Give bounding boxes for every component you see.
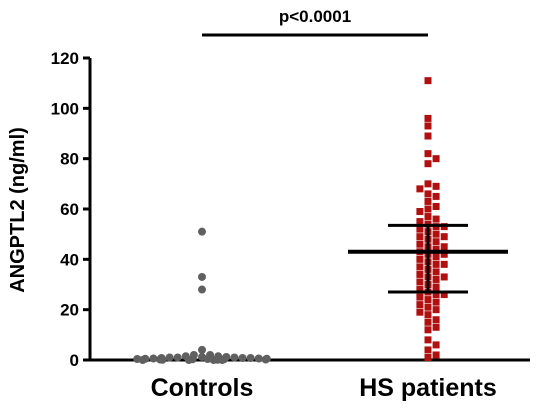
point-hs-patients-2 [425,122,432,129]
point-hs-patients-55 [416,294,423,301]
point-hs-patients-43 [433,268,440,275]
point-hs-patients-5 [433,155,440,162]
point-hs-patients-64 [425,319,432,326]
point-controls-15 [247,354,255,362]
point-controls-2 [198,286,206,294]
y-tick-label-0: 0 [70,351,79,370]
point-hs-patients-71 [425,354,432,361]
point-hs-patients-24 [433,231,440,238]
point-hs-patients-1 [425,115,432,122]
y-tick-label-20: 20 [60,301,79,320]
point-hs-patients-16 [425,213,432,220]
point-hs-patients-48 [416,278,423,285]
point-hs-patients-58 [416,301,423,308]
point-controls-31 [218,356,226,364]
point-controls-10 [174,353,182,361]
data-points [133,77,448,364]
point-hs-patients-57 [433,299,440,306]
point-hs-patients-61 [416,309,423,316]
point-hs-patients-31 [441,243,448,250]
point-hs-patients-8 [433,183,440,190]
point-hs-patients-50 [433,284,440,291]
point-hs-patients-15 [416,208,423,215]
point-hs-patients-10 [425,190,432,197]
point-hs-patients-0 [425,77,432,84]
point-hs-patients-36 [433,253,440,260]
point-hs-patients-17 [433,216,440,223]
point-hs-patients-46 [441,273,448,280]
point-controls-12 [166,353,174,361]
point-hs-patients-70 [433,351,440,358]
point-hs-patients-69 [425,346,432,353]
point-hs-patients-11 [433,193,440,200]
y-tick-label-60: 60 [60,200,79,219]
point-controls-16 [149,354,157,362]
point-controls-29 [210,356,218,364]
point-hs-patients-67 [425,336,432,343]
point-hs-patients-59 [425,304,432,311]
significance-bracket: p<0.0001 [202,7,428,35]
point-hs-patients-65 [433,324,440,331]
point-hs-patients-66 [425,326,432,333]
point-hs-patients-56 [425,296,432,303]
point-hs-patients-28 [433,238,440,245]
point-hs-patients-60 [433,306,440,313]
point-hs-patients-41 [416,263,423,270]
point-hs-patients-6 [425,160,432,167]
point-hs-patients-63 [433,316,440,323]
category-labels: Controls HS patients [151,374,497,402]
point-hs-patients-12 [425,198,432,205]
y-tick-label-120: 120 [51,49,79,68]
x-tick-label-hs-patients: HS patients [359,374,497,402]
point-controls-25 [262,355,270,363]
point-hs-patients-26 [441,233,448,240]
point-controls-11 [230,353,238,361]
point-hs-patients-14 [425,206,432,213]
y-tick-label-100: 100 [51,99,79,118]
point-hs-patients-4 [425,150,432,157]
point-controls-17 [255,354,263,362]
y-tick-label-80: 80 [60,150,79,169]
point-hs-patients-40 [441,261,448,268]
point-controls-0 [198,228,206,236]
point-hs-patients-9 [416,185,423,192]
y-axis: 0 20 40 60 80 100 120 [51,49,90,370]
point-hs-patients-44 [416,271,423,278]
point-controls-26 [158,356,166,364]
point-controls-30 [139,356,147,364]
summary-bars [348,225,508,292]
p-value-label: p<0.0001 [279,7,351,26]
point-hs-patients-7 [425,180,432,187]
point-hs-patients-29 [416,241,423,248]
point-hs-patients-68 [433,341,440,348]
y-tick-label-40: 40 [60,250,79,269]
point-controls-3 [198,346,206,354]
point-hs-patients-47 [433,276,440,283]
point-hs-patients-37 [416,256,423,263]
point-controls-28 [185,356,193,364]
point-controls-1 [198,273,206,281]
point-controls-13 [239,354,247,362]
y-ticks: 0 20 40 60 80 100 120 [51,49,90,370]
point-hs-patients-62 [425,311,432,318]
point-hs-patients-39 [433,261,440,268]
y-axis-title: ANGPTL2 (ng/ml) [7,127,29,293]
x-tick-label-controls: Controls [151,374,254,402]
point-hs-patients-13 [433,203,440,210]
point-hs-patients-25 [416,233,423,240]
point-hs-patients-3 [425,133,432,140]
